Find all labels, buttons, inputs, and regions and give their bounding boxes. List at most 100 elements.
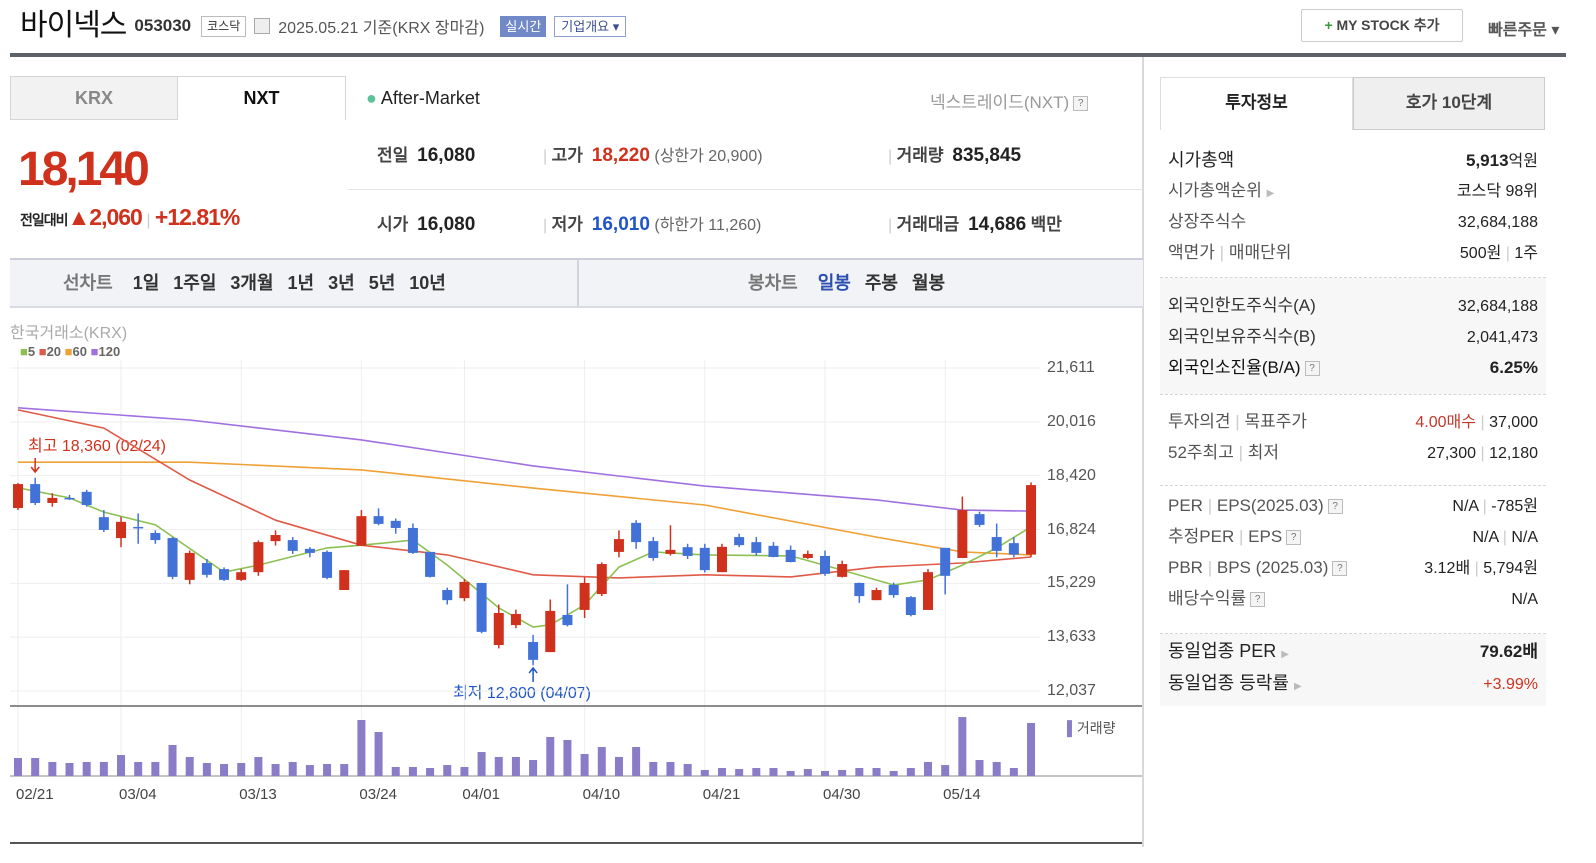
tab-krx[interactable]: KRX bbox=[10, 76, 178, 120]
est-per-label: 추정PER | EPS? bbox=[1168, 526, 1302, 548]
candle-body bbox=[510, 613, 521, 626]
candle-monthly[interactable]: 월봉 bbox=[911, 273, 946, 293]
candle-body bbox=[184, 552, 195, 580]
current-price: 18,140 bbox=[18, 143, 150, 196]
calendar-icon bbox=[254, 18, 271, 34]
candle-body bbox=[528, 641, 539, 660]
candle-body bbox=[596, 564, 607, 595]
volume-bar bbox=[889, 770, 898, 776]
candle-body bbox=[98, 517, 109, 530]
par-value: 500원 | 1주 bbox=[1459, 245, 1538, 262]
tab-order-book[interactable]: 호가 10단계 bbox=[1353, 77, 1545, 130]
help-icon[interactable]: ? bbox=[1327, 499, 1343, 515]
volume: | 거래량 835,845 bbox=[888, 145, 1022, 166]
stock-header: 바이넥스 053030 코스닥 2025.05.21 기준(KRX 장마감) 실… bbox=[20, 4, 627, 48]
candle-body bbox=[751, 542, 762, 553]
price-chart bbox=[10, 360, 1142, 844]
add-my-stock-button[interactable]: + MY STOCK 추가 bbox=[1301, 9, 1463, 42]
volume-bar bbox=[426, 768, 435, 776]
candle-body bbox=[854, 582, 865, 597]
candle-body bbox=[150, 533, 161, 541]
candle-body bbox=[768, 545, 779, 557]
quick-order-dropdown[interactable]: 빠른주문 ▾ bbox=[1488, 22, 1560, 39]
sector-change-link[interactable]: 동일업종 등락률 ▶ bbox=[1168, 673, 1302, 693]
pbr-value: 3.12배 | 5,794원 bbox=[1424, 560, 1538, 577]
sector-per-row: 동일업종 PER ▶ 79.62배 bbox=[1168, 640, 1538, 666]
divider bbox=[1160, 633, 1546, 634]
candle-body bbox=[201, 563, 212, 575]
candle-body bbox=[253, 542, 264, 573]
candle-body bbox=[442, 590, 453, 601]
volume-bar bbox=[1009, 768, 1018, 776]
high-annotation: 최고 18,360 (02/24) bbox=[28, 438, 166, 455]
candle-body bbox=[545, 610, 556, 653]
volume-bar bbox=[99, 761, 108, 776]
candle-body bbox=[802, 553, 813, 558]
candle-body bbox=[476, 582, 487, 632]
period-1w[interactable]: 1주일 bbox=[173, 273, 217, 293]
market-cap-label: 시가총액 bbox=[1168, 150, 1235, 170]
candle-body bbox=[734, 537, 745, 546]
divider bbox=[1160, 485, 1546, 486]
company-overview-dropdown[interactable]: 기업개요 ▾ bbox=[554, 15, 627, 37]
period-1y[interactable]: 1년 bbox=[287, 273, 315, 293]
divider bbox=[1160, 394, 1546, 395]
rank-link[interactable]: 시가총액순위 ▶ bbox=[1168, 181, 1275, 200]
help-icon[interactable]: ? bbox=[1073, 96, 1089, 112]
candle-body bbox=[648, 541, 659, 558]
candle-body bbox=[716, 546, 727, 573]
help-icon[interactable]: ? bbox=[1286, 530, 1302, 546]
ma5-line bbox=[17, 487, 1032, 628]
candle-daily[interactable]: 일봉 bbox=[817, 273, 851, 293]
period-3m[interactable]: 3개월 bbox=[230, 273, 274, 293]
shares-label: 상장주식수 bbox=[1168, 212, 1247, 231]
candle-body bbox=[1008, 543, 1019, 555]
candle-body bbox=[425, 551, 436, 577]
period-3y[interactable]: 3년 bbox=[328, 273, 355, 293]
volume-bar bbox=[82, 761, 91, 776]
volume-bar bbox=[838, 769, 847, 776]
candle-body bbox=[923, 572, 934, 610]
period-1d[interactable]: 1일 bbox=[132, 273, 160, 293]
candle-body bbox=[304, 548, 315, 553]
ma-legend: ■5 ■20 ■60 ■120 bbox=[20, 344, 121, 359]
divider bbox=[1160, 277, 1546, 278]
candle-body bbox=[1026, 485, 1037, 555]
volume-bar bbox=[511, 756, 520, 776]
sector-block bbox=[1160, 634, 1546, 706]
candle-body bbox=[47, 497, 58, 503]
candle-body bbox=[287, 540, 298, 551]
x-tick-label: 04/21 bbox=[702, 786, 741, 803]
volume-bar bbox=[700, 769, 709, 776]
quote-row-1: 전일 16,080 | 고가 18,220 (상한가 20,900) | 거래량… bbox=[377, 141, 1142, 167]
x-tick-label: 02/21 bbox=[16, 786, 54, 803]
arrow-up-icon bbox=[528, 666, 538, 682]
volume-bar bbox=[614, 756, 623, 776]
candle-weekly[interactable]: 주봉 bbox=[864, 273, 898, 293]
help-icon[interactable]: ? bbox=[1304, 361, 1320, 377]
volume-bar bbox=[683, 764, 692, 776]
tab-invest-info[interactable]: 투자정보 bbox=[1160, 77, 1353, 130]
plus-icon: + bbox=[1324, 17, 1333, 33]
candle-body bbox=[133, 526, 144, 529]
y-tick-label: 16,824 bbox=[1047, 520, 1096, 538]
volume-bar bbox=[323, 764, 332, 776]
sector-per-link[interactable]: 동일업종 PER ▶ bbox=[1168, 641, 1289, 661]
volume-bar bbox=[288, 761, 297, 776]
volume-bar bbox=[563, 739, 572, 776]
foreign-limit-label: 외국인한도주식수(A) bbox=[1168, 296, 1316, 315]
y-tick-label: 21,611 bbox=[1047, 359, 1095, 376]
help-icon[interactable]: ? bbox=[1332, 561, 1348, 577]
help-icon[interactable]: ? bbox=[1250, 592, 1266, 608]
candle-body bbox=[322, 551, 333, 578]
realtime-button[interactable]: 실시간 bbox=[500, 15, 547, 37]
period-10y[interactable]: 10년 bbox=[409, 273, 446, 293]
period-5y[interactable]: 5년 bbox=[368, 273, 396, 293]
candle-body bbox=[407, 527, 418, 553]
quote-row-divider bbox=[348, 189, 1143, 190]
candle-body bbox=[871, 590, 882, 601]
candle-chart-periods: 봉차트 일봉 주봉 월봉 bbox=[748, 272, 945, 294]
candle-body bbox=[356, 516, 367, 546]
est-per-value: N/A | N/A bbox=[1472, 529, 1538, 546]
tab-nxt[interactable]: NXT bbox=[177, 76, 346, 120]
